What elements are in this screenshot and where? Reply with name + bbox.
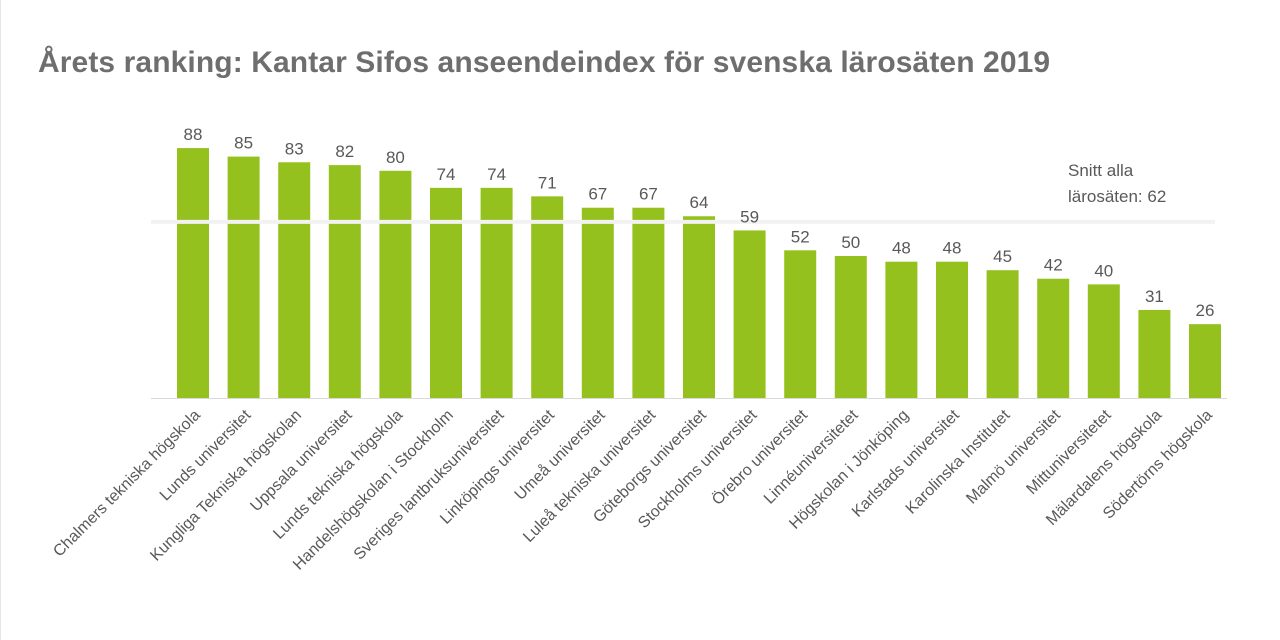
bar-7	[480, 187, 513, 398]
bar-11	[683, 216, 715, 398]
bar-18	[1037, 278, 1070, 398]
value-label-5: 80	[386, 148, 405, 167]
bar-2	[227, 156, 260, 398]
bar-4	[328, 165, 361, 398]
category-label-19: Mittuniversitetet	[1023, 406, 1115, 498]
bar-10	[632, 207, 665, 398]
value-label-8: 71	[538, 173, 557, 192]
value-label-18: 42	[1044, 256, 1063, 275]
value-label-21: 26	[1196, 301, 1215, 320]
category-label-14: Linnéuniversitetet	[761, 406, 862, 507]
value-label-11: 64	[690, 193, 709, 212]
bar-16	[936, 261, 968, 398]
bar-19	[1087, 284, 1120, 398]
bar-6	[430, 187, 462, 398]
value-label-4: 82	[335, 142, 354, 161]
left-border	[0, 0, 1, 640]
bar-3	[278, 162, 311, 398]
category-label-2: Lunds universitet	[157, 406, 255, 504]
average-label-line1: Snitt alla	[1068, 161, 1134, 180]
bar-17	[986, 270, 1019, 398]
bar-1	[177, 148, 209, 398]
bar-12	[733, 230, 766, 398]
bar-13	[784, 250, 817, 398]
average-label-line2: lärosäten: 62	[1068, 187, 1166, 206]
bar-9	[581, 207, 614, 398]
value-label-15: 48	[892, 239, 911, 258]
value-label-19: 40	[1094, 261, 1113, 280]
bars-group	[177, 148, 1221, 398]
value-label-6: 74	[437, 165, 456, 184]
value-label-1: 88	[184, 125, 203, 144]
category-label-18: Malmö universitet	[963, 406, 1064, 507]
value-label-13: 52	[791, 227, 810, 246]
value-label-7: 74	[487, 165, 506, 184]
value-labels-group: 88 85 83 82 80 74 74 71 67 67 64 59 52 50 48 48 45 42 40 31…	[184, 125, 1215, 320]
bar-15	[885, 261, 918, 398]
value-label-12: 59	[740, 207, 759, 226]
bar-21	[1189, 324, 1221, 398]
bar-20	[1138, 309, 1171, 398]
category-label-13: Örebro universitet	[708, 406, 811, 509]
value-label-14: 50	[841, 233, 860, 252]
value-label-17: 45	[993, 247, 1012, 266]
bar-14	[834, 256, 867, 398]
value-label-20: 31	[1145, 287, 1164, 306]
value-label-16: 48	[943, 239, 962, 258]
value-label-3: 83	[285, 139, 304, 158]
chart-title: Årets ranking: Kantar Sifos anseendeinde…	[38, 46, 1051, 79]
bar-8	[531, 196, 564, 398]
category-label-9: Umeå universitet	[511, 406, 609, 504]
value-label-2: 85	[234, 134, 253, 153]
value-label-9: 67	[588, 185, 607, 204]
value-label-10: 67	[639, 185, 658, 204]
bar-5	[379, 170, 412, 398]
